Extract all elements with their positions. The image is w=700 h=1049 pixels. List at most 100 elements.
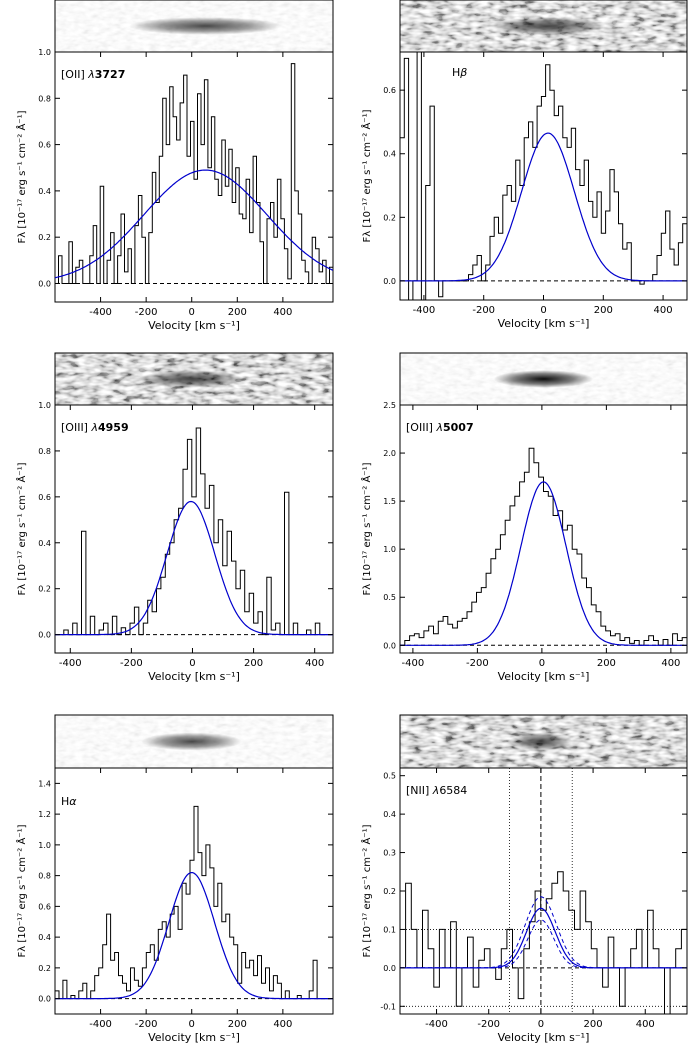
x-axis-label: Velocity [km s⁻¹] <box>148 1031 240 1044</box>
x-tick-label: 200 <box>244 658 263 669</box>
x-tick-label: 0 <box>189 658 195 669</box>
y-tick-label: 0.8 <box>38 94 51 103</box>
x-tick-label: 200 <box>594 305 613 316</box>
x-axis-label: Velocity [km s⁻¹] <box>498 670 590 683</box>
x-tick-label: 0 <box>540 305 546 316</box>
line-label: Hβ <box>452 66 467 79</box>
y-tick-label: 0.4 <box>38 187 51 196</box>
plot-frame <box>399 51 688 301</box>
line-label: [OII] λ3727 <box>61 68 125 81</box>
line-label: Hα <box>61 795 77 808</box>
spectrum-strip-6 <box>399 714 688 769</box>
spectrum-strip-4 <box>399 352 688 406</box>
strip-emission <box>493 370 594 388</box>
y-tick-label: 0.0 <box>383 277 396 286</box>
strip-emission <box>490 17 606 35</box>
plot-area <box>400 447 687 646</box>
x-tick-label: 400 <box>654 305 673 316</box>
y-axis-label: Fλ [10⁻¹⁷ erg s⁻¹ cm⁻² Å⁻¹] <box>360 824 373 957</box>
plot-area <box>55 427 333 636</box>
line-label: [NII] λ6584 <box>406 784 467 797</box>
observed-spectrum <box>55 63 333 284</box>
y-tick-label: 0.2 <box>38 964 51 973</box>
x-axis-label: Velocity [km s⁻¹] <box>148 670 240 683</box>
spectrum-strip-5 <box>54 714 334 769</box>
top-y-tick-label: 2.5 <box>383 401 396 410</box>
x-tick-label: 0 <box>539 658 545 669</box>
y-tick-label: -0.1 <box>380 1002 396 1011</box>
y-tick-label: 0.1 <box>383 925 396 934</box>
line-label: [OIII] λ5007 <box>406 421 474 434</box>
x-axis-label: Velocity [km s⁻¹] <box>498 1031 590 1044</box>
y-tick-label: 0.0 <box>38 631 51 640</box>
x-axis-label: Velocity [km s⁻¹] <box>498 317 590 330</box>
y-axis-label: Fλ [10⁻¹⁷ erg s⁻¹ cm⁻² Å⁻¹] <box>360 462 373 595</box>
observed-spectrum <box>400 447 687 646</box>
x-tick-label: -200 <box>477 1019 500 1030</box>
y-tick-label: 0.2 <box>383 213 396 222</box>
x-tick-label: -400 <box>402 658 425 669</box>
spectrum-strip-3 <box>54 352 334 406</box>
y-tick-label: 0.0 <box>383 641 396 650</box>
panel-5: -400 -200 0 200 400 0.0 0.2 0.4 0.6 0.8 1.0 1.2 1.4 V… <box>15 714 334 1044</box>
y-tick-label: 0.6 <box>383 86 396 95</box>
panel-2: -400 -200 0 200 400 0.0 0.2 0.4 0.6 Velocity [km … <box>360 0 688 330</box>
y-tick-label: 0.2 <box>383 887 396 896</box>
spectrum-strip-2 <box>399 0 688 53</box>
gaussian-fit-lower <box>400 919 687 969</box>
x-tick-label: 400 <box>273 307 292 318</box>
observed-spectrum <box>55 427 333 636</box>
top-y-tick-label: 1.0 <box>38 48 51 57</box>
strip-emission <box>509 732 573 751</box>
plot-area <box>55 63 333 284</box>
y-tick-label: 0.6 <box>38 902 51 911</box>
x-tick-label: -400 <box>413 305 436 316</box>
panel-4: -400 -200 0 200 400 0.0 0.5 1.0 1.5 2.0 2.5 Velocit… <box>360 352 688 683</box>
y-tick-label: 1.0 <box>383 545 396 554</box>
plot-frame <box>399 404 688 654</box>
x-tick-label: 200 <box>228 307 247 318</box>
gaussian-fit <box>55 169 333 279</box>
gaussian-fit <box>55 872 333 1000</box>
line-label: [OIII] λ4959 <box>61 421 129 434</box>
x-tick-label: -200 <box>135 1019 158 1030</box>
gaussian-fit <box>400 132 687 282</box>
y-tick-label: 0.2 <box>38 585 51 594</box>
y-tick-label: 0.6 <box>38 141 51 150</box>
y-tick-label: 0.0 <box>38 995 51 1004</box>
x-tick-label: 400 <box>636 1019 655 1030</box>
strip-emission <box>141 732 242 751</box>
panel-3: -400 -200 0 200 400 0.0 0.2 0.4 0.6 0.8 1.0 Velocit… <box>15 352 334 683</box>
plot-area <box>400 768 687 1014</box>
x-tick-label: 400 <box>273 1019 292 1030</box>
y-tick-label: 0.2 <box>38 233 51 242</box>
y-tick-label: 1.2 <box>38 810 51 819</box>
panels: -400 -200 0 200 400 0.0 0.2 0.4 0.6 0.8 1.0 Velocit… <box>15 0 688 1044</box>
plot-area <box>400 52 687 300</box>
y-tick-label: 0.4 <box>383 810 396 819</box>
y-tick-label: 0.3 <box>383 849 396 858</box>
y-axis-label: Fλ [10⁻¹⁷ erg s⁻¹ cm⁻² Å⁻¹] <box>15 110 28 243</box>
y-tick-label: 0.8 <box>38 872 51 881</box>
x-tick-label: 400 <box>305 658 324 669</box>
y-tick-label: 1.0 <box>38 841 51 850</box>
plot-frame <box>54 767 334 1015</box>
x-tick-label: -400 <box>89 1019 112 1030</box>
x-tick-label: -200 <box>120 658 143 669</box>
plot-frame <box>399 767 688 1015</box>
x-tick-label: -200 <box>466 658 489 669</box>
y-tick-label: 0.0 <box>38 279 51 288</box>
x-tick-label: -200 <box>472 305 495 316</box>
y-tick-label: 0.5 <box>383 593 396 602</box>
x-tick-label: 200 <box>228 1019 247 1030</box>
panel-6: -400 -200 0 200 400 -0.1 0.0 0.1 0.2 0.3 0.4 0.5 Vel… <box>360 714 688 1044</box>
y-axis-label: Fλ [10⁻¹⁷ erg s⁻¹ cm⁻² Å⁻¹] <box>15 824 28 957</box>
x-tick-label: 200 <box>584 1019 603 1030</box>
y-tick-label: 0.5 <box>383 772 396 781</box>
y-tick-label: 0.8 <box>38 447 51 456</box>
x-axis-label: Velocity [km s⁻¹] <box>148 319 240 332</box>
gaussian-fit <box>55 500 333 636</box>
x-tick-label: -200 <box>135 307 158 318</box>
y-tick-label: 0.4 <box>38 933 51 942</box>
